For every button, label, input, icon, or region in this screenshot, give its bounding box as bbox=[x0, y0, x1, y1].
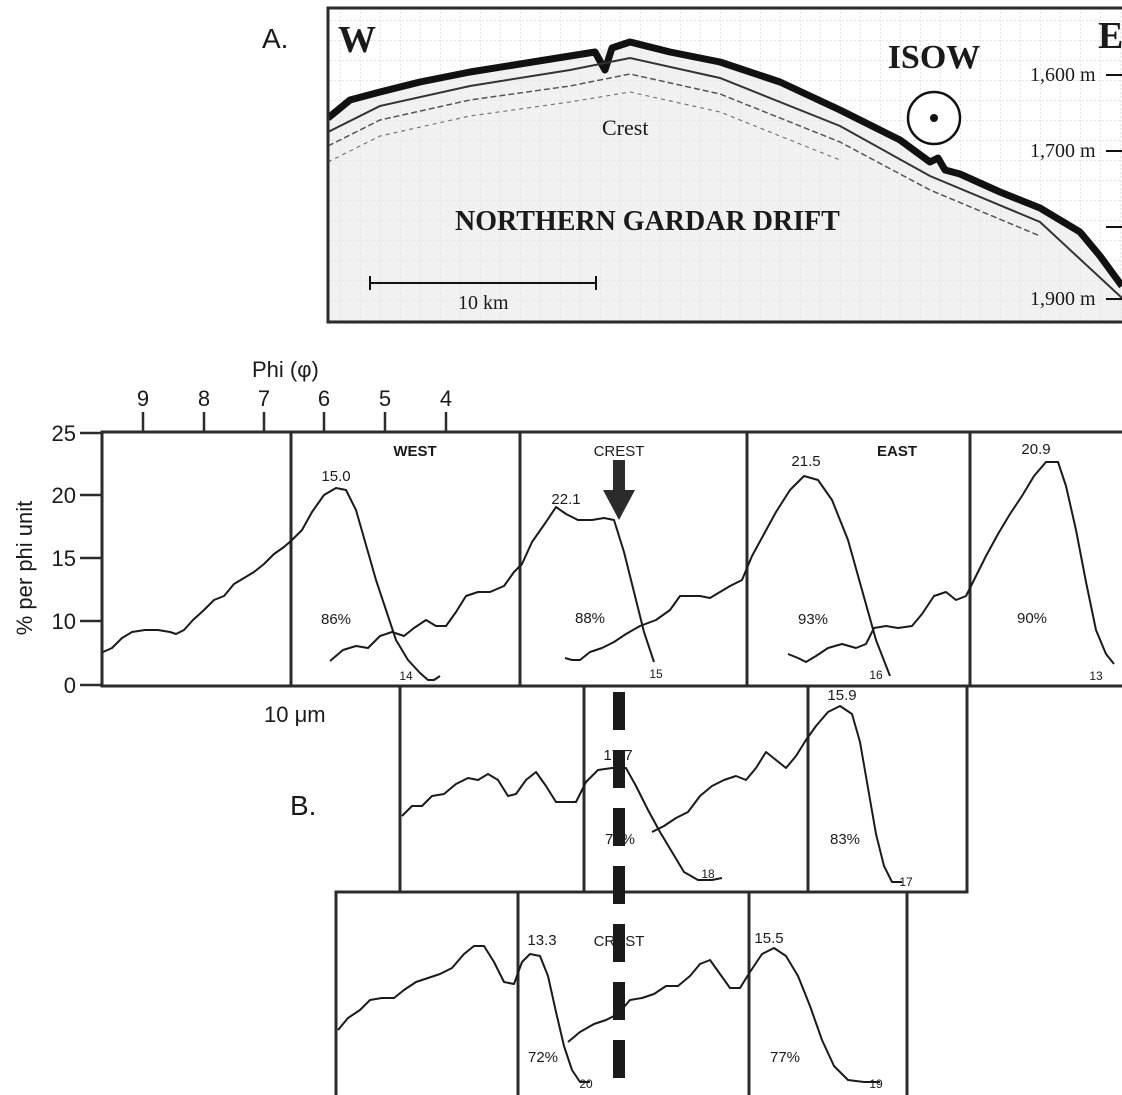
peak-label-15: 22.1 bbox=[551, 491, 580, 508]
middle-row: 17.7 15.9 72% 83% 18 17 bbox=[398, 684, 969, 894]
phi-axis-title: Phi (φ) bbox=[252, 357, 319, 382]
scale-bar-label: 10 km bbox=[458, 292, 509, 314]
peak-label-14: 15.0 bbox=[321, 468, 350, 485]
east-label: E bbox=[1098, 15, 1122, 57]
percent-label-20: 72% bbox=[528, 1049, 558, 1066]
subbottom-reflector-1 bbox=[328, 56, 1122, 299]
subbottom-reflector-3 bbox=[328, 91, 841, 163]
y-axis: 25 20 15 10 0 % per phi unit bbox=[12, 421, 102, 698]
peak-label-20: 13.3 bbox=[527, 932, 556, 949]
sample-label-19: 19 bbox=[869, 1077, 883, 1091]
sample-label-14: 14 bbox=[399, 669, 413, 683]
phi-tick-4: 4 bbox=[440, 386, 452, 411]
panel-b-label: B. bbox=[290, 790, 316, 821]
east-header: EAST bbox=[877, 443, 917, 460]
sample-label-20: 20 bbox=[579, 1077, 593, 1091]
y-tick-10: 10 bbox=[52, 609, 76, 634]
sample-label-17: 17 bbox=[899, 875, 913, 889]
y-axis-title: % per phi unit bbox=[12, 501, 37, 636]
grain-size-curve-17 bbox=[651, 705, 902, 883]
sample-label-15: 15 bbox=[649, 667, 663, 681]
sample-label-18: 18 bbox=[701, 867, 715, 881]
percent-label-13: 90% bbox=[1017, 610, 1047, 627]
peak-label-19: 15.5 bbox=[754, 930, 783, 947]
grain-size-curve-13 bbox=[787, 461, 1115, 665]
grain-size-curve-16 bbox=[564, 475, 891, 677]
phi-tick-5: 5 bbox=[379, 386, 391, 411]
phi-tick-7: 7 bbox=[258, 386, 270, 411]
depth-label-1700: 1,700 m bbox=[1030, 140, 1096, 162]
isow-label: ISOW bbox=[888, 39, 981, 76]
y-tick-25: 25 bbox=[52, 421, 76, 446]
crest-label-a: Crest bbox=[602, 115, 648, 140]
west-label: W bbox=[338, 19, 376, 61]
crest-arrow-icon bbox=[603, 460, 635, 520]
grain-size-curve-20 bbox=[337, 945, 590, 1083]
ten-micron-label: 10 μm bbox=[264, 702, 326, 727]
scale-bar bbox=[369, 276, 597, 290]
grain-size-curve-14 bbox=[102, 487, 441, 681]
sample-label-13: 13 bbox=[1089, 669, 1103, 683]
peak-label-17: 15.9 bbox=[827, 687, 856, 704]
percent-label-17: 83% bbox=[830, 831, 860, 848]
panel-a-frame bbox=[326, 6, 1122, 324]
grain-size-curve-15 bbox=[329, 506, 655, 663]
drift-title: NORTHERN GARDAR DRIFT bbox=[455, 206, 840, 237]
sample-label-16: 16 bbox=[869, 668, 883, 682]
percent-label-14: 86% bbox=[321, 611, 351, 628]
peak-label-13: 20.9 bbox=[1021, 441, 1050, 458]
crest-header-top: CREST bbox=[594, 443, 645, 460]
y-tick-15: 15 bbox=[52, 546, 76, 571]
y-tick-0: 0 bbox=[64, 673, 76, 698]
top-row: WEST CREST EAST 15.0 22.1 21.5 20.9 86% … bbox=[100, 430, 1122, 688]
panel-a-label: A. bbox=[262, 23, 288, 54]
isow-flow-dot-icon bbox=[930, 114, 938, 122]
grain-size-curve-18 bbox=[401, 767, 723, 881]
depth-label-1900: 1,900 m bbox=[1030, 288, 1096, 310]
seismic-sediment-body bbox=[328, 42, 1122, 322]
phi-tick-6: 6 bbox=[318, 386, 330, 411]
peak-label-16: 21.5 bbox=[791, 453, 820, 470]
phi-axis: 9 8 7 6 5 4 bbox=[137, 386, 452, 432]
panel-a: A. W E ISOW Crest NORTHERN GARDAR DRIFT … bbox=[262, 6, 1122, 324]
percent-label-16: 93% bbox=[798, 611, 828, 628]
percent-label-19: 77% bbox=[770, 1049, 800, 1066]
phi-tick-8: 8 bbox=[198, 386, 210, 411]
seafloor-reflector bbox=[328, 38, 1122, 289]
percent-label-15: 88% bbox=[575, 610, 605, 627]
depth-label-1600: 1,600 m bbox=[1030, 64, 1096, 86]
panel-b: Phi (φ) 9 8 7 6 5 4 25 20 15 10 0 bbox=[12, 357, 1122, 1095]
west-header: WEST bbox=[393, 443, 436, 460]
phi-tick-9: 9 bbox=[137, 386, 149, 411]
y-tick-20: 20 bbox=[52, 483, 76, 508]
